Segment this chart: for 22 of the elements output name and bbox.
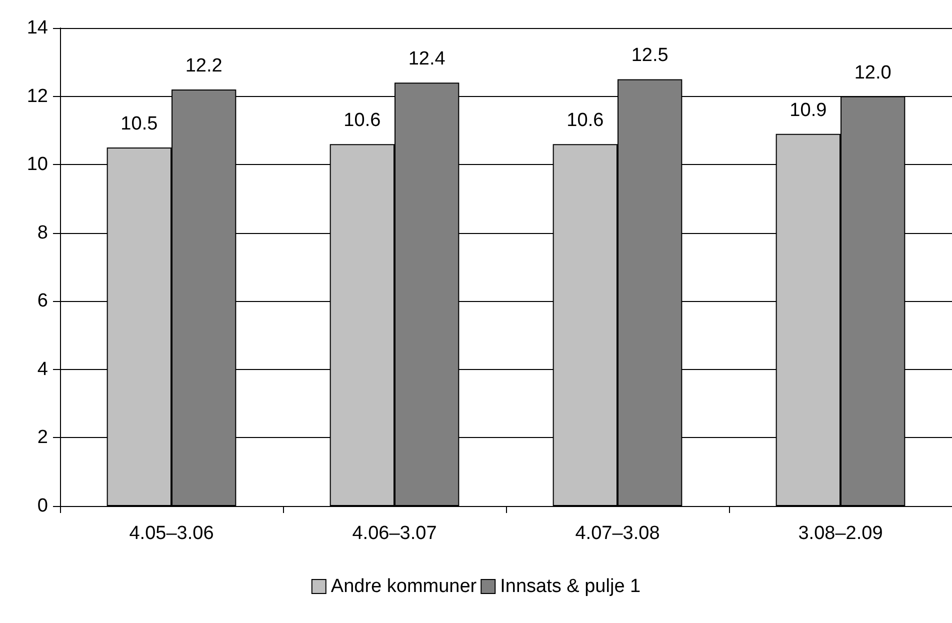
y-tick-label: 4 xyxy=(37,358,48,380)
y-tick-label: 2 xyxy=(37,427,48,448)
y-tick-label: 12 xyxy=(26,86,48,107)
data-label: 10.9 xyxy=(790,100,827,121)
x-tick-label: 3.08–2.09 xyxy=(798,523,883,544)
legend-label: Innsats & pulje 1 xyxy=(500,576,641,597)
x-tick-label: 4.05–3.06 xyxy=(129,523,214,544)
y-tick-label: 0 xyxy=(37,496,48,516)
data-label: 12.5 xyxy=(631,45,668,66)
y-tick-label: 10 xyxy=(26,154,48,176)
data-label: 12.0 xyxy=(854,62,892,84)
y-tick-label: 8 xyxy=(37,222,48,244)
data-label: 10.6 xyxy=(566,110,604,132)
x-tick-label: 4.07–3.08 xyxy=(575,523,660,544)
data-label: 10.5 xyxy=(120,114,158,134)
y-tick-label: 6 xyxy=(37,290,48,312)
data-label: 12.4 xyxy=(408,48,446,70)
legend-label: Andre kommuner xyxy=(330,576,478,597)
x-tick-label: 4.06–3.07 xyxy=(352,523,437,544)
data-label: 10.6 xyxy=(344,110,381,132)
y-tick-label: 14 xyxy=(26,18,48,38)
data-label: 12.2 xyxy=(185,55,222,76)
